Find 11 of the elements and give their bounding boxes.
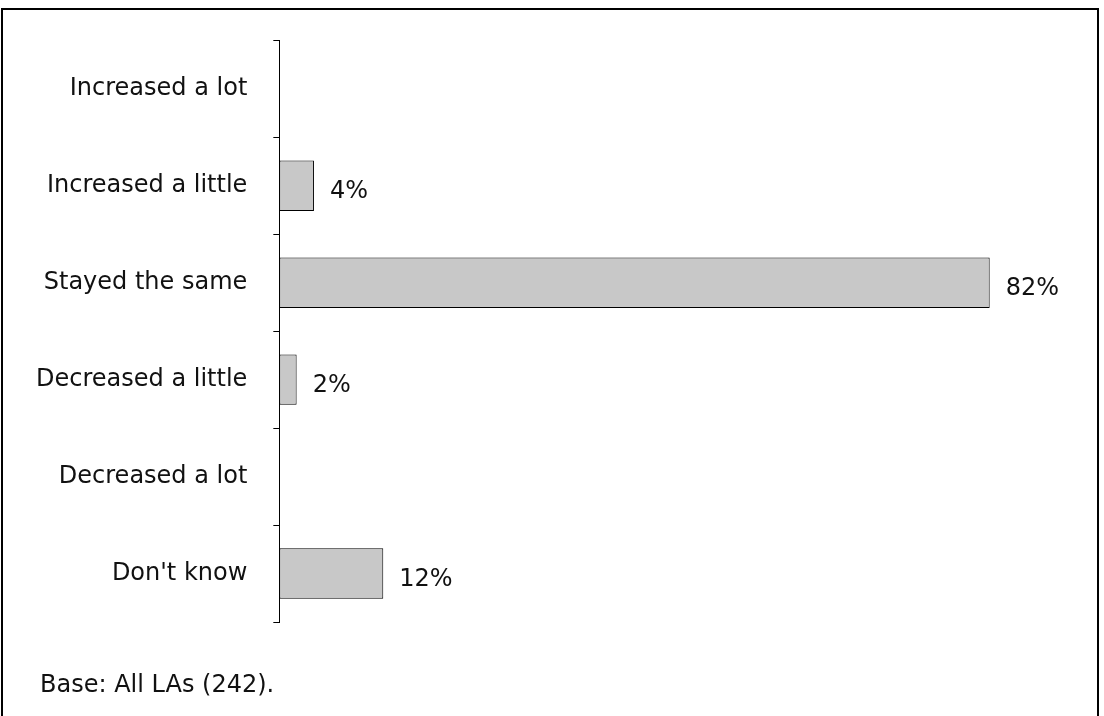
data-label: 82%: [1005, 272, 1060, 301]
y-tick-label: Don't know: [111, 557, 248, 586]
data-label: 4%: [329, 176, 369, 205]
y-tick-label: Increased a little: [46, 170, 248, 199]
data-label: 2%: [312, 369, 351, 398]
y-tick-label: Decreased a little: [36, 363, 248, 392]
text: Base: All LAs (242).: [40, 670, 275, 698]
y-tick-label: Decreased a lot: [58, 460, 248, 489]
y-tick-label: Increased a lot: [69, 73, 248, 102]
data-label: 12%: [399, 563, 453, 592]
y-tick-label: Stayed the same: [43, 266, 248, 295]
